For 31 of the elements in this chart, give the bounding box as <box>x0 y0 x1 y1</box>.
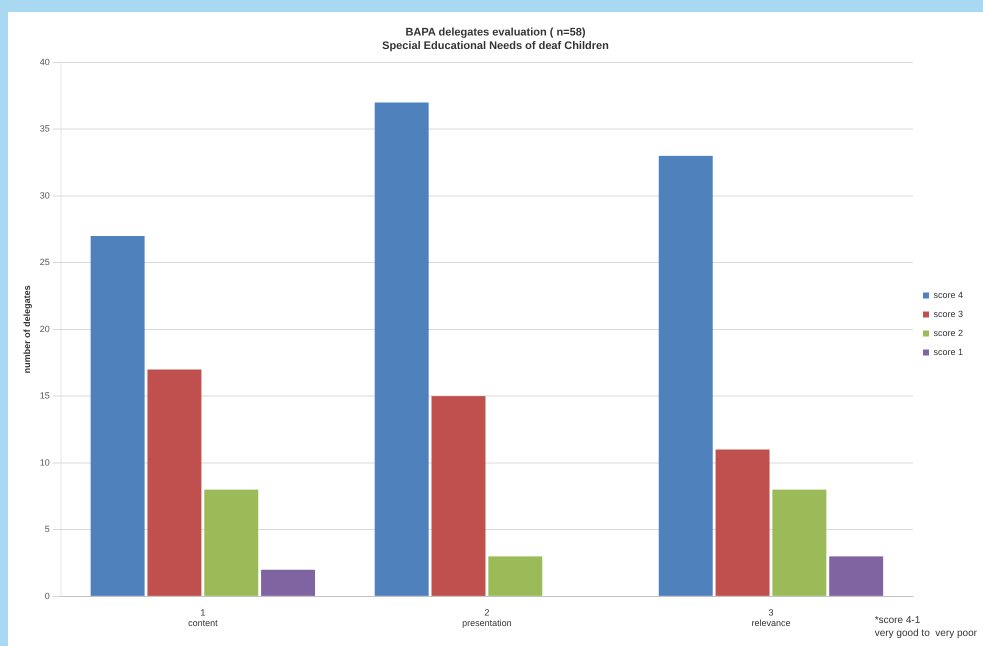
text: *score 4-1 very good to very poor <box>874 614 977 640</box>
bar <box>772 490 826 596</box>
bar <box>488 556 542 596</box>
y-tick-label: 10 <box>40 457 50 468</box>
chart-title: BAPA delegates evaluation ( n=58) <box>405 26 586 39</box>
bar <box>829 556 884 596</box>
x-tick-label: 2 presentation <box>462 607 512 628</box>
y-tick-label: 30 <box>40 190 50 200</box>
bar <box>716 450 770 596</box>
bar <box>90 236 145 596</box>
legend-label: score 1 <box>933 346 963 357</box>
y-tick-label: 0 <box>44 590 50 601</box>
y-tick-label: 40 <box>40 56 50 67</box>
y-tick-label: 35 <box>40 124 50 134</box>
legend-label: score 4 <box>933 290 963 300</box>
bar <box>658 156 713 596</box>
x-tick-label: 3 relevance <box>751 607 790 628</box>
x-tick-label: 1 content <box>188 607 218 628</box>
bar <box>374 102 429 596</box>
y-tick-label: 25 <box>40 257 50 268</box>
y-tick-label: 5 <box>44 524 50 534</box>
legend-label: score 3 <box>933 308 963 319</box>
y-axis-title: number of delegates <box>22 285 32 374</box>
bar <box>261 570 316 596</box>
legend-label: score 2 <box>933 328 963 338</box>
y-tick-label: 15 <box>40 390 50 401</box>
y-tick-label: 20 <box>40 324 50 334</box>
bar <box>432 396 486 596</box>
bar <box>204 490 258 596</box>
chart-subtitle: Special Educational Needs of deaf Children <box>382 40 610 52</box>
bar <box>147 369 202 596</box>
